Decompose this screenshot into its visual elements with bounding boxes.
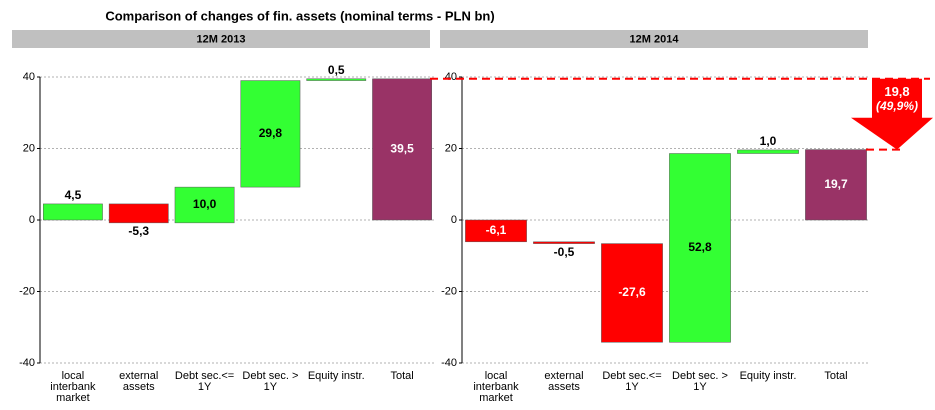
data-label: -5,3 [128,224,149,238]
bar [805,149,867,221]
y-tick-label: 20 [23,142,35,154]
y-tick-label: 0 [29,214,35,226]
bar [601,243,663,343]
panel-header [12,30,430,48]
panel-header [440,30,868,48]
data-label: 29,8 [259,126,283,140]
chart-title: Comparison of changes of fin. assets (no… [105,8,494,23]
x-tick-label: Debt sec.<= 1Y [174,370,235,393]
y-tick-label: -20 [441,285,457,297]
y-tick-label: -40 [19,357,35,369]
y-tick-label: 20 [445,142,457,154]
y-tick-label: -40 [441,357,457,369]
x-tick-label: Equity instr. [307,370,365,382]
bar [43,203,103,221]
y-tick-label: 0 [451,214,457,226]
bar [533,241,595,244]
bar [174,186,235,224]
data-label: -6,1 [486,223,507,237]
x-tick-label: Total [390,370,414,382]
data-label: 1,0 [760,134,777,148]
y-tick-label: -20 [19,285,35,297]
x-tick-label: external assets [119,370,159,393]
data-label: -27,6 [618,285,646,299]
x-tick-label: Debt sec. > 1Y [242,370,299,393]
panel-title: 12M 2013 [197,33,246,45]
data-label: 0,5 [328,63,345,77]
x-tick-label: Total [824,370,848,382]
x-tick-label: local interbank market [473,370,519,404]
data-label: 10,0 [193,197,217,211]
difference-arrow [851,78,933,150]
data-label: -0,5 [554,245,575,259]
data-label: 52,8 [688,240,712,254]
panel-title: 12M 2014 [630,33,680,45]
y-tick-label: 40 [23,71,35,83]
bar [108,203,169,224]
x-tick-label: Debt sec. > 1Y [672,370,728,393]
y-tick-label: 40 [445,71,457,83]
bar [669,153,731,343]
bar [465,219,527,243]
x-tick-label: Debt sec.<= 1Y [602,370,662,393]
annotation-label: 19,8 [884,84,909,99]
data-label: 4,5 [65,188,82,202]
x-tick-label: external assets [544,370,584,393]
x-tick-label: Equity instr. [739,370,797,382]
x-tick-label: local interbank market [50,370,96,404]
annotation-percent: (49,9%) [876,99,918,113]
bar [372,78,432,221]
bar [737,149,799,154]
data-label: 19,7 [824,177,848,191]
bar [306,78,367,81]
data-label: 39,5 [390,142,414,156]
bar [240,80,301,188]
